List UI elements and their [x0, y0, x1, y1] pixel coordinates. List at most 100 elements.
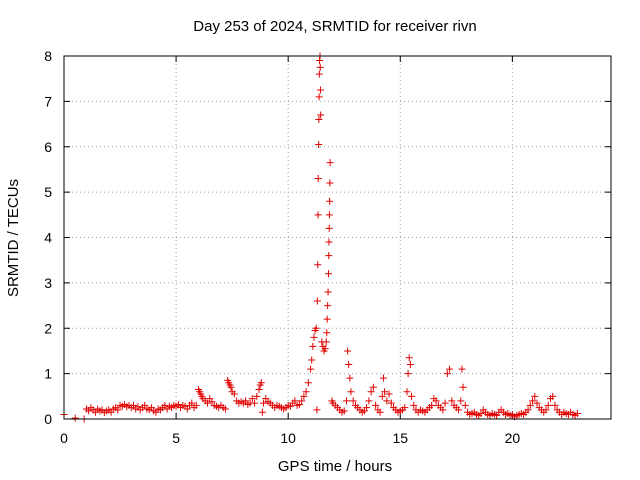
data-point	[230, 390, 238, 398]
data-point	[71, 414, 79, 422]
data-point	[461, 401, 469, 409]
data-point	[321, 345, 329, 353]
data-point	[458, 365, 466, 373]
data-point	[309, 342, 317, 350]
data-point	[192, 401, 200, 409]
data-point	[315, 140, 323, 148]
data-point	[251, 399, 259, 407]
data-point	[376, 408, 384, 416]
data-point	[349, 397, 357, 405]
data-point	[526, 401, 534, 409]
data-point	[322, 338, 330, 346]
data-point	[573, 410, 581, 418]
data-point	[533, 399, 541, 407]
data-point	[315, 116, 323, 124]
data-point	[381, 388, 389, 396]
data-point	[300, 392, 308, 400]
data-point	[324, 302, 332, 310]
data-point	[404, 370, 412, 378]
data-point	[432, 397, 440, 405]
data-point	[383, 397, 391, 405]
y-tick-label: 6	[44, 139, 52, 155]
chart-title: Day 253 of 2024, SRMTID for receiver riv…	[193, 18, 476, 35]
data-point	[407, 392, 415, 400]
data-point	[227, 383, 235, 391]
data-point	[378, 392, 386, 400]
data-point	[313, 406, 321, 414]
data-point	[325, 252, 333, 260]
data-point	[114, 406, 122, 414]
data-point	[342, 397, 350, 405]
data-point	[544, 401, 552, 409]
data-point	[310, 333, 318, 341]
data-point	[346, 374, 354, 382]
data-point	[446, 365, 454, 373]
data-point	[325, 270, 333, 278]
data-point	[316, 86, 324, 94]
data-point	[365, 397, 373, 405]
data-point	[363, 404, 371, 412]
data-point	[141, 401, 149, 409]
y-axis-label: SRMTID / TECUs	[5, 179, 22, 297]
data-point	[302, 388, 310, 396]
data-point	[531, 392, 539, 400]
data-point	[307, 365, 315, 373]
y-tick-label: 1	[44, 366, 52, 382]
x-tick-label: 10	[280, 430, 296, 446]
x-axis-label: GPS time / hours	[278, 458, 392, 475]
data-point	[410, 401, 418, 409]
data-point	[295, 400, 303, 408]
y-tick-label: 2	[44, 320, 52, 336]
data-point	[347, 388, 355, 396]
data-point	[188, 399, 196, 407]
data-point	[372, 401, 380, 409]
data-point	[325, 224, 333, 232]
grid-layer	[64, 56, 611, 419]
data-point	[403, 388, 411, 396]
data-point	[316, 63, 324, 71]
data-point	[551, 401, 559, 409]
data-point	[312, 324, 320, 332]
data-point	[326, 159, 334, 167]
data-point	[542, 406, 550, 414]
data-point	[369, 383, 377, 391]
data-point	[448, 397, 456, 405]
data-point	[379, 374, 387, 382]
data-point	[401, 404, 409, 412]
data-point	[457, 397, 465, 405]
data-point	[455, 406, 463, 414]
data-point	[323, 315, 331, 323]
data-point	[253, 392, 261, 400]
data-point	[258, 408, 266, 416]
x-tick-label: 5	[172, 430, 180, 446]
data-point	[477, 410, 485, 418]
data-point	[315, 70, 323, 78]
y-tick-label: 4	[44, 230, 52, 246]
data-point	[129, 401, 137, 409]
y-tick-label: 5	[44, 184, 52, 200]
data-point	[298, 397, 306, 405]
data-point	[405, 354, 413, 362]
data-point	[161, 401, 169, 409]
data-point	[304, 379, 312, 387]
data-point	[387, 399, 395, 407]
data-point	[326, 179, 334, 187]
data-point	[443, 370, 451, 378]
y-tick-label: 7	[44, 93, 52, 109]
data-point	[291, 397, 299, 405]
data-point	[367, 388, 375, 396]
data-point	[549, 392, 557, 400]
data-point	[441, 399, 449, 407]
data-point	[314, 211, 322, 219]
x-tick-label: 15	[392, 430, 408, 446]
data-point	[314, 175, 322, 183]
data-point	[324, 288, 332, 296]
data-point	[208, 398, 216, 406]
data-point	[221, 405, 229, 413]
tick-layer: 0 5 10 15 20 0 1 2 3 4 5 6 7 8	[44, 48, 611, 446]
data-point	[459, 383, 467, 391]
x-tick-label: 0	[60, 430, 68, 446]
data-point	[257, 379, 265, 387]
data-point	[255, 386, 263, 394]
